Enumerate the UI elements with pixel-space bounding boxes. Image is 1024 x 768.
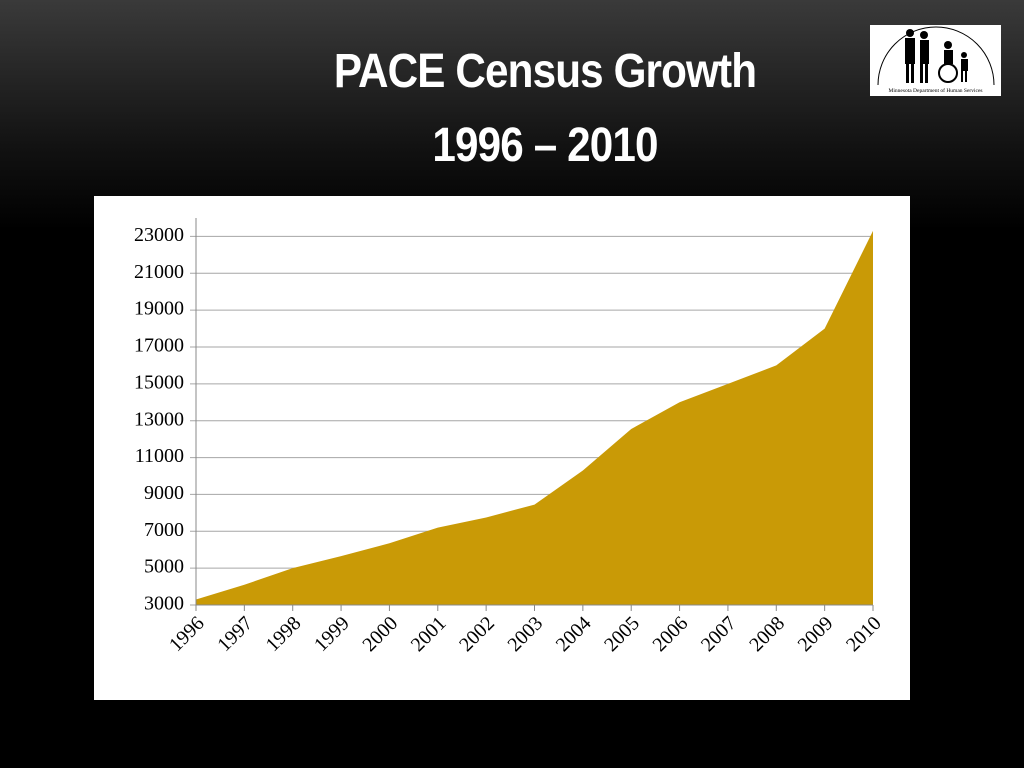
y-tick-label: 5000: [144, 556, 184, 578]
subtitle: 1996 – 2010: [432, 119, 658, 172]
y-tick-label: 13000: [134, 408, 184, 430]
y-tick-label: 11000: [135, 445, 184, 467]
y-tick-label: 21000: [134, 261, 184, 283]
area: [196, 230, 873, 605]
y-tick-label: 19000: [134, 298, 184, 320]
y-tick-label: 7000: [144, 519, 184, 541]
logo: Minnesota Department of Human Services: [870, 25, 1001, 96]
y-tick-label: 23000: [134, 224, 184, 246]
chart: 3000 5000 7000 9000 11000 13000 15000 17000 1900…: [94, 196, 910, 700]
y-tick-label: 15000: [134, 371, 184, 393]
y-tick-label: 17000: [134, 335, 184, 357]
title: PACE Census Growth: [333, 45, 757, 98]
y-tick-label: 9000: [144, 482, 184, 504]
logo-icon: [877, 26, 995, 86]
y-tick-label: 3000: [144, 593, 184, 615]
logo-text: Minnesota Department of Human Services: [888, 88, 983, 94]
